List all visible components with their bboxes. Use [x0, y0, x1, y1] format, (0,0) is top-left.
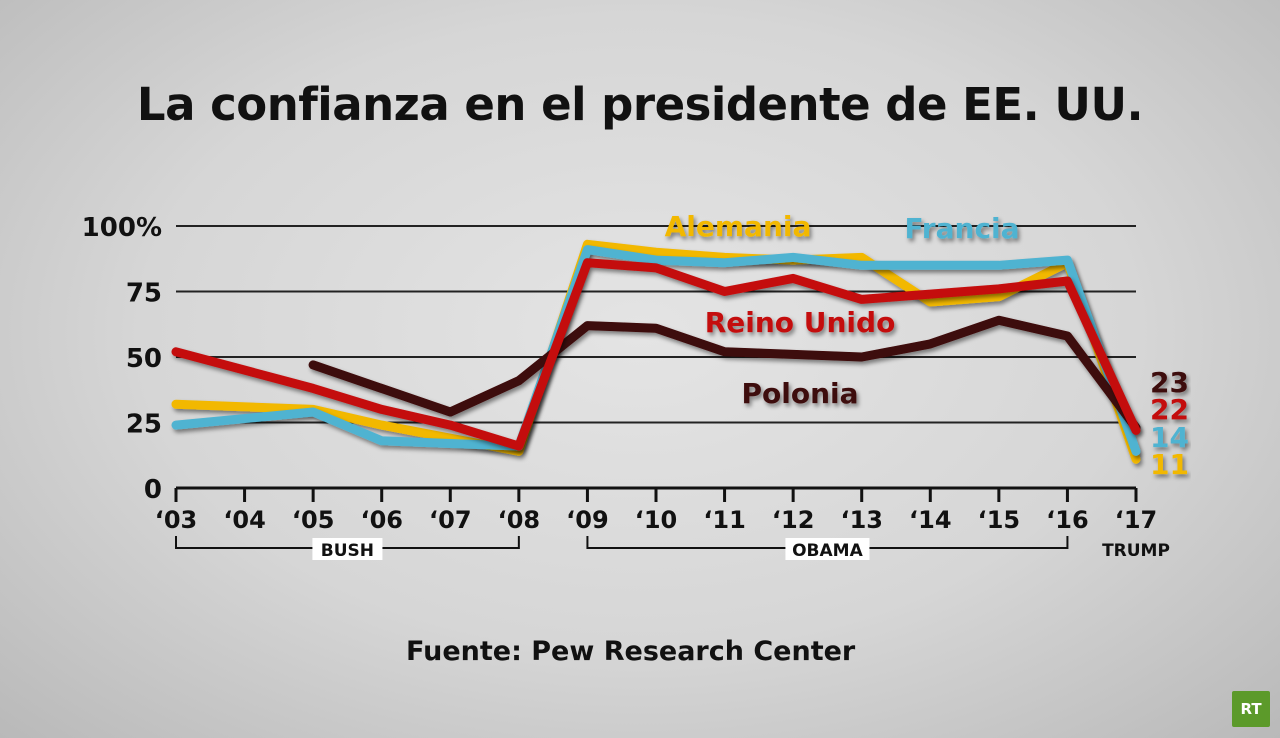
series-line-francia [171, 245, 1141, 456]
series-line-reino-unido [171, 258, 1141, 451]
y-tick-label: 25 [126, 410, 162, 440]
series-line-polonia [308, 315, 1141, 433]
end-value-label: 11 [1150, 448, 1189, 481]
period-label-bg [312, 538, 383, 560]
end-value-label: 22 [1150, 393, 1189, 426]
x-tick-label: ‘15 [978, 506, 1021, 534]
chart-title: La confianza en el presidente de EE. UU. [136, 78, 1144, 131]
x-tick-label: ‘07 [429, 506, 472, 534]
rt-logo: RT [1232, 691, 1270, 727]
y-tick-label: 50 [126, 344, 162, 374]
period-label: OBAMA [792, 541, 863, 561]
x-tick-label: ‘03 [155, 506, 198, 534]
x-tick-label: ‘04 [223, 506, 266, 534]
x-tick-label: ‘17 [1115, 506, 1158, 534]
x-tick-label: ‘13 [840, 506, 883, 534]
y-tick-label: 100% [82, 213, 162, 243]
x-tick-label: ‘06 [360, 506, 403, 534]
series-label: Polonia [741, 377, 858, 410]
x-tick-label: ‘14 [909, 506, 952, 534]
y-tick-label: 0 [144, 475, 162, 505]
x-tick-label: ‘08 [498, 506, 541, 534]
period-label-bg [785, 538, 870, 560]
x-tick-label: ‘10 [635, 506, 678, 534]
x-tick-label: ‘05 [292, 506, 335, 534]
end-value-label: 14 [1150, 421, 1189, 454]
end-value-label: 23 [1150, 366, 1189, 399]
series-label: Francia [904, 212, 1019, 245]
series-line-alemania [171, 239, 1141, 464]
source-note: Fuente: Pew Research Center [406, 636, 856, 667]
x-tick-label: ‘09 [566, 506, 609, 534]
x-tick-label: ‘16 [1046, 506, 1089, 534]
series-label: Reino Unido [705, 306, 896, 339]
x-tick-label: ‘12 [772, 506, 815, 534]
period-label: TRUMP [1102, 541, 1170, 561]
y-tick-label: 75 [126, 279, 162, 309]
period-label: BUSH [321, 541, 374, 561]
x-tick-label: ‘11 [703, 506, 746, 534]
series-label: Alemania [665, 210, 812, 243]
